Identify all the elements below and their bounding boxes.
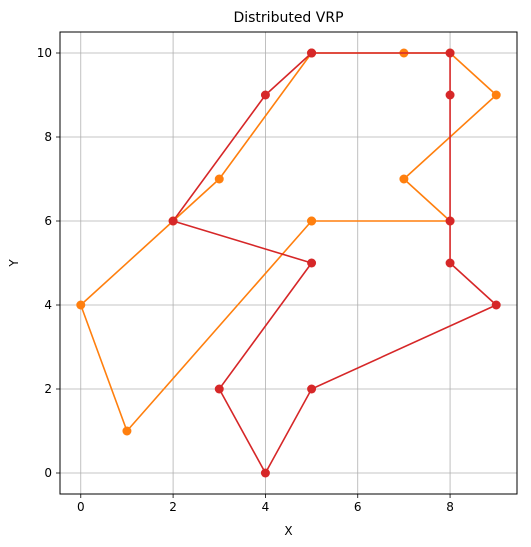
route-2-point [260,468,270,478]
plot-frame [59,31,518,495]
x-tick-label: 4 [262,500,270,514]
route-1-point [399,174,409,184]
route-2-point [491,300,501,310]
x-axis-label: X [284,524,292,538]
route-2-point [307,258,317,268]
route-2-point [307,48,317,58]
x-tick-label: 8 [446,500,454,514]
route-1-point [76,300,86,310]
tick-layer: 0 2 4 6 8 0 2 4 6 8 10 [37,46,454,514]
y-tick-label: 2 [44,382,52,396]
y-tick-label: 8 [44,130,52,144]
route-2-point [445,216,455,226]
x-tick-label: 0 [77,500,85,514]
route-1-point [491,90,501,100]
x-tick-label: 2 [169,500,177,514]
route-2-point [307,384,317,394]
route-2-point [168,216,178,226]
route-1-point [122,426,132,436]
chart-title: Distributed VRP [233,10,343,26]
series-layer [76,48,501,478]
x-tick-label: 6 [354,500,362,514]
route-1-point [307,216,317,226]
route-1-point [214,174,224,184]
route-2-point [214,384,224,394]
y-tick-label: 10 [37,46,52,60]
route-2-point [445,48,455,58]
route-2-point [260,90,270,100]
route-2-point [445,90,455,100]
y-axis-label: Y [7,259,21,268]
y-tick-label: 4 [44,298,52,312]
y-tick-label: 6 [44,214,52,228]
y-tick-label: 0 [44,466,52,480]
route-2-point [445,258,455,268]
route-2 [168,48,501,478]
